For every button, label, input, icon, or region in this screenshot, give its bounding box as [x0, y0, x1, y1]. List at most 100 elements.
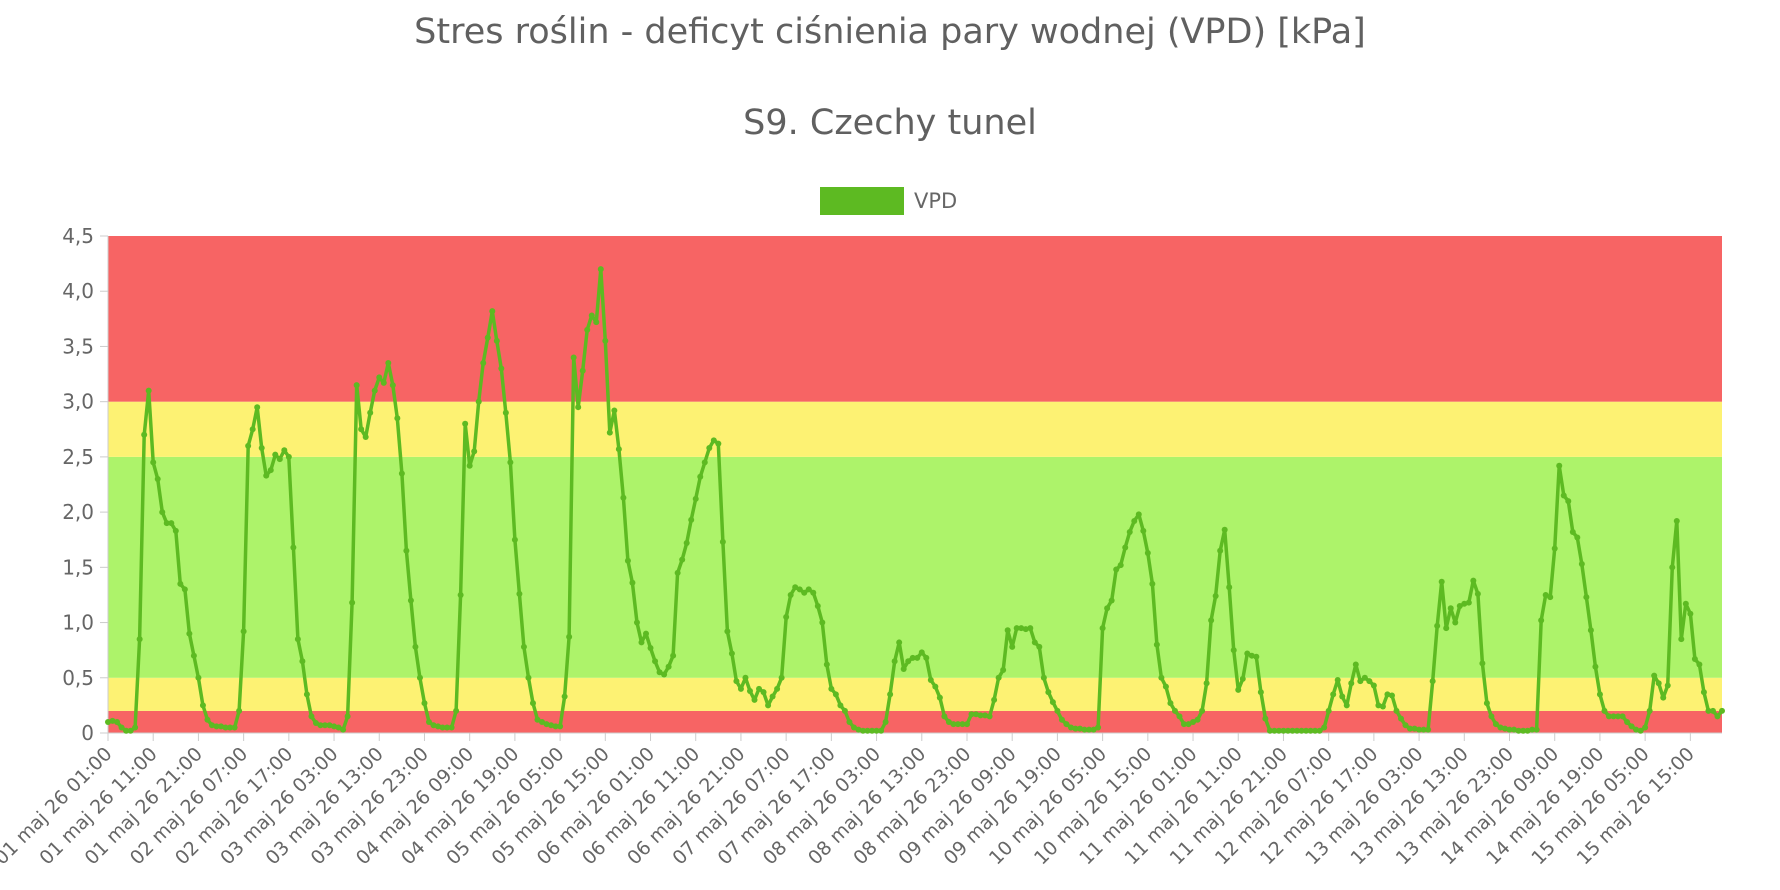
- data-point: [1465, 599, 1472, 606]
- data-point: [751, 696, 758, 703]
- data-point: [213, 723, 220, 730]
- data-point: [1569, 528, 1576, 535]
- data-point: [502, 409, 509, 416]
- data-point: [1271, 727, 1278, 734]
- data-point: [199, 702, 206, 709]
- data-point: [1366, 678, 1373, 685]
- data-point: [439, 724, 446, 731]
- data-point: [995, 674, 1002, 681]
- data-point: [1551, 545, 1558, 552]
- data-point: [1086, 726, 1093, 733]
- data-point: [633, 619, 640, 626]
- legend[interactable]: VPD: [820, 186, 957, 216]
- data-point: [584, 326, 591, 333]
- data-point: [267, 467, 274, 474]
- data-point: [760, 689, 767, 696]
- data-point: [670, 652, 677, 659]
- data-point: [1235, 686, 1242, 693]
- data-point: [1339, 693, 1346, 700]
- data-point: [737, 685, 744, 692]
- data-point: [909, 654, 916, 661]
- data-point: [1067, 724, 1074, 731]
- data-point: [1230, 647, 1237, 654]
- data-point: [1379, 703, 1386, 710]
- data-point: [1176, 713, 1183, 720]
- data-point: [1370, 682, 1377, 689]
- data-point: [1578, 561, 1585, 568]
- legend-swatch-vpd[interactable]: [820, 187, 904, 215]
- data-point: [1574, 534, 1581, 541]
- data-point: [1226, 584, 1233, 591]
- data-point: [1275, 727, 1282, 734]
- y-tick-label: 4,5: [62, 224, 94, 248]
- data-point: [986, 713, 993, 720]
- data-point: [1117, 562, 1124, 569]
- data-point: [982, 712, 989, 719]
- data-point: [1696, 661, 1703, 668]
- data-point: [1190, 718, 1197, 725]
- zone-band-1: [108, 677, 1722, 711]
- data-point: [1221, 526, 1228, 533]
- data-point: [787, 591, 794, 598]
- data-point: [236, 707, 243, 714]
- data-point: [837, 702, 844, 709]
- data-point: [1212, 593, 1219, 600]
- data-point: [1058, 716, 1065, 723]
- chart-subtitle: S9. Czechy tunel: [743, 103, 1037, 143]
- data-point: [376, 374, 383, 381]
- data-point: [896, 639, 903, 646]
- data-point: [1547, 594, 1554, 601]
- data-point: [543, 721, 550, 728]
- data-point: [579, 367, 586, 374]
- data-point: [566, 633, 573, 640]
- data-point: [936, 694, 943, 701]
- data-point: [1126, 528, 1133, 535]
- data-point: [109, 717, 116, 724]
- data-point: [643, 630, 649, 637]
- data-point: [1719, 707, 1725, 714]
- data-point: [453, 707, 460, 714]
- data-point: [322, 722, 329, 729]
- data-point: [168, 520, 175, 527]
- data-point: [1045, 689, 1052, 696]
- data-point: [403, 547, 410, 554]
- data-point: [1398, 715, 1405, 722]
- data-point: [1705, 707, 1712, 714]
- data-point: [290, 544, 297, 551]
- data-point: [1587, 627, 1594, 634]
- data-point: [1470, 577, 1477, 584]
- data-point: [1651, 672, 1658, 679]
- data-point: [1393, 707, 1400, 714]
- data-point: [1217, 547, 1224, 554]
- legend-label-vpd[interactable]: VPD: [914, 189, 958, 213]
- data-point: [136, 636, 143, 643]
- data-point: [1615, 713, 1622, 720]
- data-point: [263, 472, 270, 479]
- data-point: [724, 628, 731, 635]
- data-point: [1131, 517, 1138, 524]
- data-point: [647, 644, 654, 651]
- chart-title: Stres roślin - deficyt ciśnienia pary wo…: [414, 12, 1366, 52]
- data-point: [353, 382, 360, 389]
- data-point: [1113, 566, 1120, 573]
- data-point: [1099, 625, 1106, 632]
- data-point: [159, 509, 166, 516]
- data-point: [769, 693, 776, 700]
- data-point: [728, 650, 735, 657]
- data-point: [172, 527, 179, 534]
- data-point: [1361, 674, 1368, 681]
- data-point: [905, 658, 912, 665]
- data-point: [1682, 600, 1689, 607]
- data-point: [1411, 725, 1418, 732]
- data-point: [855, 726, 862, 733]
- data-point: [1483, 700, 1490, 707]
- data-point: [638, 639, 645, 646]
- data-point: [1135, 511, 1142, 518]
- data-point: [1560, 492, 1567, 499]
- data-point: [416, 674, 423, 681]
- data-point: [1140, 527, 1147, 534]
- data-point: [1452, 619, 1459, 626]
- data-point: [294, 636, 301, 643]
- data-point: [1556, 462, 1563, 469]
